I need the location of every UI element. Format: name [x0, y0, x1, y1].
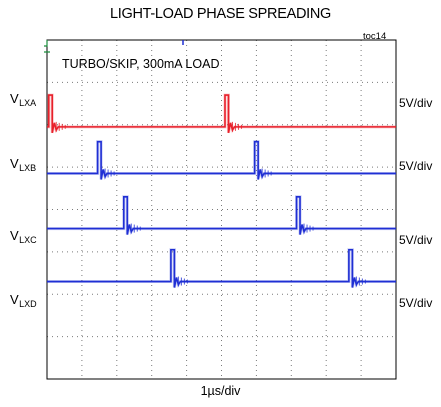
grid	[47, 40, 396, 379]
series-label-lxb: VLXB	[10, 156, 37, 173]
series-label-lxc: VLXC	[10, 228, 37, 245]
trace-lxb	[47, 140, 396, 180]
series-label-lxd: VLXD	[10, 292, 37, 309]
scale-label-lxd: 5V/div	[399, 296, 433, 310]
scope-markers	[44, 40, 184, 53]
trace-lxc	[47, 195, 396, 235]
trace-lxa	[47, 94, 396, 134]
x-axis-label: 1µs/div	[200, 384, 241, 398]
traces	[47, 93, 396, 289]
plot-frame	[46, 39, 397, 380]
scale-label-lxc: 5V/div	[399, 233, 433, 247]
figure-id: toc14	[363, 31, 387, 42]
annotation: TURBO/SKIP, 300mA LOAD	[62, 57, 220, 71]
series-label-lxa: VLXA	[10, 91, 37, 108]
trigger-marker-left	[44, 40, 50, 53]
scale-label-lxa: 5V/div	[399, 96, 433, 110]
trace-lxd	[47, 248, 396, 288]
chart-title: LIGHT-LOAD PHASE SPREADING	[109, 6, 332, 22]
scale-label-lxb: 5V/div	[399, 159, 433, 173]
